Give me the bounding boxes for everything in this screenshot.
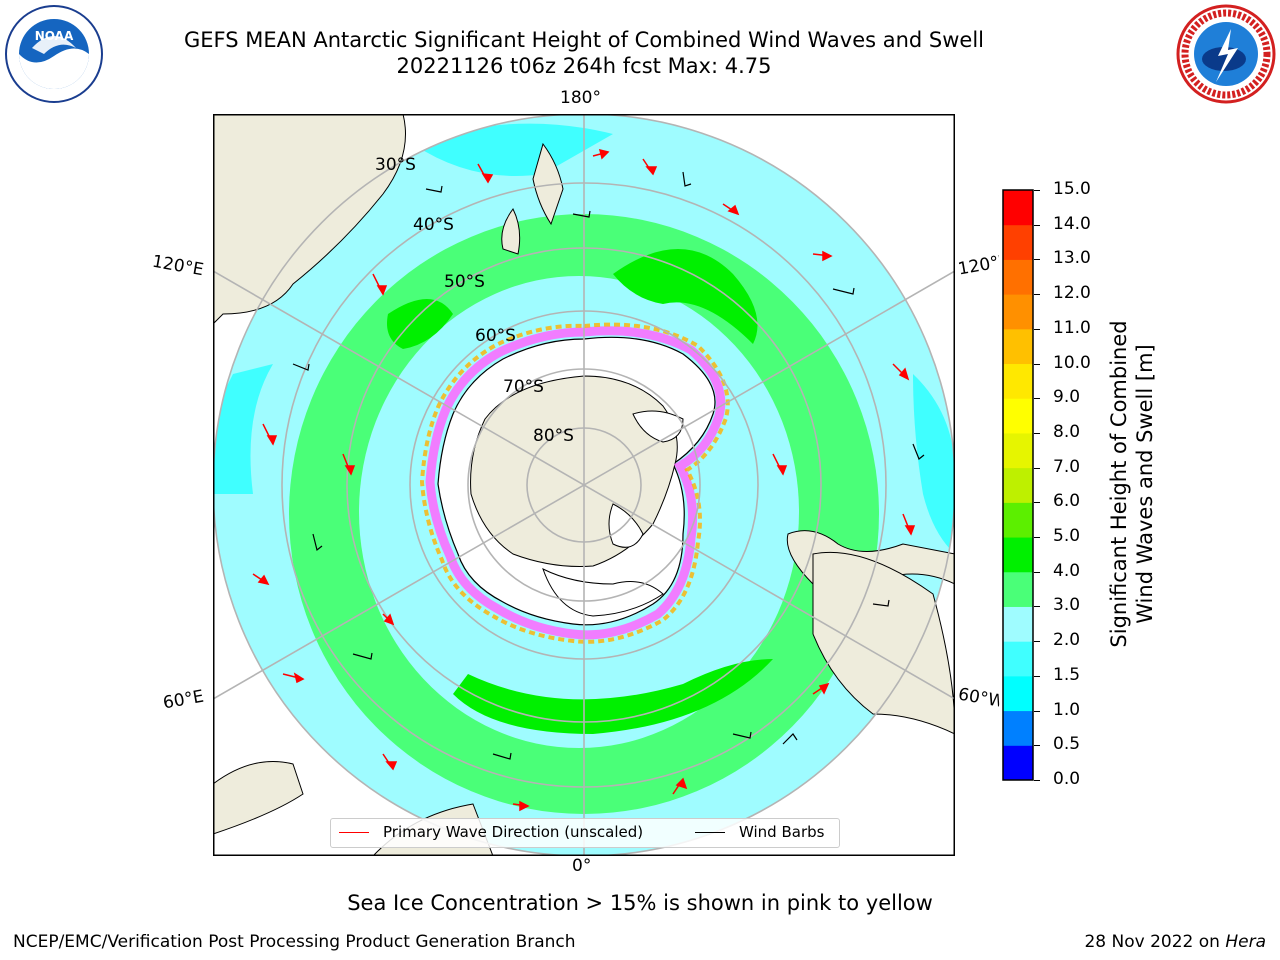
colorbar-segment	[1003, 259, 1033, 295]
colorbar-tick-label: 1.0	[1053, 699, 1081, 720]
map-legend: Primary Wave Direction (unscaled) Wind B…	[330, 818, 840, 848]
lon-label-120w: 120°W	[956, 252, 1002, 280]
colorbar-tick-label: 5.0	[1053, 526, 1081, 547]
colorbar-tick-label: 15.0	[1053, 179, 1091, 199]
lat-label-60: 60°S	[475, 326, 516, 346]
colorbar-tick-mark	[1034, 224, 1040, 226]
colorbar-tick-mark	[1034, 641, 1040, 643]
colorbar-tick-mark	[1034, 259, 1040, 261]
colorbar	[1002, 189, 1034, 781]
colorbar-tick-mark	[1034, 467, 1040, 469]
legend-wind-barbs: Wind Barbs	[739, 823, 825, 841]
colorbar-segment	[1003, 745, 1033, 781]
footer-date: 28 Nov 2022 on Hera	[1084, 932, 1266, 952]
colorbar-tick-label: 12.0	[1053, 283, 1091, 304]
colorbar-tick-mark	[1034, 745, 1040, 747]
lon-label-60e: 60°E	[161, 686, 206, 714]
sea-ice-note: Sea Ice Concentration > 15% is shown in …	[347, 891, 933, 915]
colorbar-segment	[1003, 641, 1033, 677]
colorbar-tick-label: 13.0	[1053, 248, 1091, 269]
colorbar-tick-label: 0.0	[1053, 769, 1081, 789]
colorbar-title: Significant Height of Combined Wind Waves…	[1102, 189, 1162, 779]
chart-subtitle: 20221126 t06z 264h fcst Max: 4.75	[396, 54, 772, 78]
colorbar-tick-label: 10.0	[1053, 352, 1091, 373]
colorbar-segment	[1003, 467, 1033, 503]
colorbar-tick-mark	[1034, 537, 1040, 539]
colorbar-tick-label: 9.0	[1053, 387, 1081, 408]
colorbar-tick-label: 4.0	[1053, 560, 1081, 581]
legend-wave-direction: Primary Wave Direction (unscaled)	[383, 823, 644, 841]
lat-label-80: 80°S	[533, 426, 574, 446]
colorbar-tick-label: 0.5	[1053, 734, 1081, 755]
lat-label-70: 70°S	[503, 377, 544, 397]
colorbar-tick-mark	[1034, 502, 1040, 504]
sea-ice-edge	[419, 322, 730, 644]
colorbar-tick-mark	[1034, 190, 1040, 191]
svg-text:NOAA: NOAA	[35, 29, 74, 43]
colorbar-tick-mark	[1034, 675, 1040, 677]
colorbar-tick-mark	[1034, 363, 1040, 365]
footer-date-text: 28 Nov 2022 on	[1084, 932, 1226, 952]
colorbar-tick-label: 14.0	[1053, 213, 1091, 234]
lat-label-30: 30°S	[375, 155, 416, 175]
colorbar-title-line1: Significant Height of Combined	[1107, 320, 1131, 648]
wave-direction-arrows	[252, 148, 916, 812]
colorbar-segment	[1003, 398, 1033, 434]
graticule	[213, 114, 955, 856]
colorbar-segment	[1003, 294, 1033, 330]
polar-map: 30°S 40°S 50°S 60°S 70°S 80°S	[213, 114, 955, 856]
colorbar-segment	[1003, 571, 1033, 607]
colorbar-tick-mark	[1034, 571, 1040, 573]
colorbar-segment	[1003, 190, 1033, 226]
nws-logo-icon	[1176, 4, 1276, 104]
chart-title: GEFS MEAN Antarctic Significant Height o…	[183, 28, 985, 52]
colorbar-tick-mark	[1034, 328, 1040, 330]
colorbar-segment	[1003, 502, 1033, 538]
colorbar-tick-mark	[1034, 780, 1040, 781]
lon-label-0: 0°	[572, 856, 592, 876]
wave-direction-swatch	[339, 832, 369, 833]
colorbar-tick-label: 11.0	[1053, 317, 1091, 338]
footer-machine: Hera	[1225, 932, 1266, 952]
colorbar-tick-mark	[1034, 432, 1040, 434]
colorbar-tick-label: 3.0	[1053, 595, 1081, 616]
wind-barb-swatch	[695, 832, 725, 833]
colorbar-segment	[1003, 710, 1033, 746]
colorbar-tick-mark	[1034, 398, 1040, 400]
colorbar-tick-label: 2.0	[1053, 630, 1081, 651]
colorbar-tick-mark	[1034, 710, 1040, 712]
colorbar-tick-label: 1.5	[1053, 664, 1081, 685]
colorbar-tick-mark	[1034, 294, 1040, 296]
colorbar-tick-label: 7.0	[1053, 456, 1081, 477]
latitude-labels: 30°S 40°S 50°S 60°S 70°S 80°S	[375, 155, 574, 446]
colorbar-segment	[1003, 363, 1033, 399]
colorbar-border	[1002, 189, 1034, 781]
lon-label-120e: 120°E	[150, 251, 206, 281]
noaa-logo-icon: NOAA	[5, 5, 103, 103]
lon-label-180: 180°	[560, 88, 601, 108]
wind-barbs	[292, 171, 925, 760]
colorbar-segment	[1003, 675, 1033, 712]
colorbar-segment	[1003, 432, 1033, 469]
lat-label-40: 40°S	[413, 215, 454, 235]
colorbar-tick-mark	[1034, 606, 1040, 608]
lat-label-50: 50°S	[444, 272, 485, 292]
lon-label-60w: 60°W	[956, 684, 1002, 712]
colorbar-tick-label: 8.0	[1053, 421, 1081, 442]
colorbar-tick-label: 6.0	[1053, 491, 1081, 512]
colorbar-title-line2: Wind Waves and Swell [m]	[1133, 344, 1157, 624]
footer-branch: NCEP/EMC/Verification Post Processing Pr…	[13, 932, 576, 952]
colorbar-segment	[1003, 606, 1033, 642]
colorbar-segment	[1003, 224, 1033, 260]
colorbar-segment	[1003, 537, 1033, 573]
colorbar-segment	[1003, 328, 1033, 365]
